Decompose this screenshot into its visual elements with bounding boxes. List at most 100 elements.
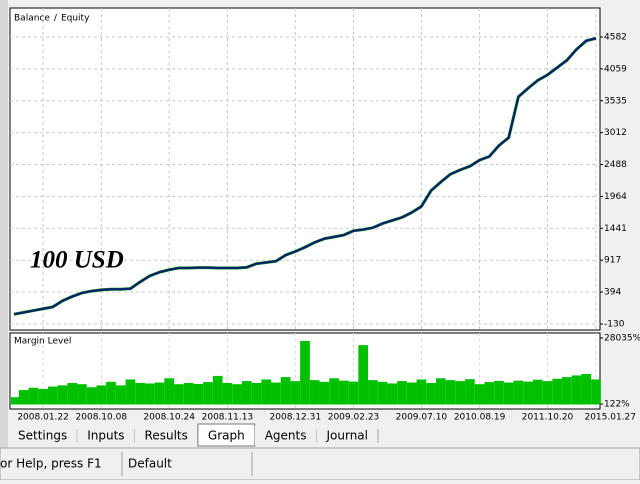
bar xyxy=(435,378,446,404)
y-tick-label: 3012 xyxy=(604,128,627,138)
tab[interactable] xyxy=(316,426,378,445)
bar xyxy=(96,385,107,404)
bar xyxy=(174,384,184,404)
tab[interactable] xyxy=(77,426,135,445)
bar xyxy=(144,383,155,404)
y-tick-label: -130 xyxy=(604,319,625,329)
bar xyxy=(77,384,87,404)
y-tick-label: 917 xyxy=(604,256,621,266)
bar xyxy=(125,379,136,404)
bar xyxy=(212,375,223,404)
bar xyxy=(562,377,572,404)
bar xyxy=(106,381,116,404)
bar xyxy=(164,378,175,404)
bar xyxy=(513,380,524,404)
series-line xyxy=(13,37,597,316)
tab-label[interactable]: Inputs xyxy=(87,429,124,443)
x-tick-label: 2008.11.13 xyxy=(202,413,254,423)
side-strip xyxy=(0,0,8,448)
bar xyxy=(591,379,601,404)
legend-separator: / xyxy=(54,14,58,24)
y-tick-label: 2488 xyxy=(604,160,627,170)
bar xyxy=(18,390,29,404)
x-tick-label: 2011.10.20 xyxy=(522,413,574,423)
y-tick-label: 394 xyxy=(604,288,621,298)
bar xyxy=(47,386,58,404)
tab-label[interactable]: Journal xyxy=(325,429,368,443)
bar xyxy=(368,380,378,404)
bar xyxy=(300,340,310,404)
bar xyxy=(571,375,582,404)
bar xyxy=(193,383,204,404)
tab-label[interactable]: Graph xyxy=(208,429,245,443)
tab-label[interactable]: Agents xyxy=(265,429,307,443)
bar xyxy=(319,381,330,404)
x-tick-label: 2008.12.31 xyxy=(270,413,322,423)
bar xyxy=(115,385,126,404)
bar xyxy=(416,379,427,404)
bar xyxy=(523,381,533,404)
status-text: Default xyxy=(128,457,172,471)
bar xyxy=(67,383,78,404)
bar xyxy=(183,383,194,404)
bar xyxy=(358,345,369,404)
bar xyxy=(11,397,21,404)
x-tick-label: 2008.01.22 xyxy=(17,413,69,423)
y-tick-label: 4059 xyxy=(604,64,627,74)
bar xyxy=(445,380,456,404)
bar xyxy=(38,388,48,404)
bar xyxy=(57,385,68,404)
bar xyxy=(338,380,349,404)
tab[interactable] xyxy=(254,426,317,445)
bar xyxy=(241,381,252,404)
x-tick-label: 2009.07.10 xyxy=(396,413,448,423)
bar xyxy=(290,381,301,404)
balance-panel xyxy=(9,7,601,331)
tab-label[interactable]: Results xyxy=(145,429,188,443)
bar xyxy=(329,378,339,404)
bar xyxy=(222,383,233,404)
bar xyxy=(271,382,281,404)
x-tick-label: 2009.02.23 xyxy=(328,413,380,423)
y-tick-label: 1441 xyxy=(604,224,627,234)
legend-entry: Equity xyxy=(61,14,90,24)
legend-entry: Balance xyxy=(14,14,50,24)
bar xyxy=(261,379,272,404)
y-tick-label: 3535 xyxy=(604,96,627,106)
bar xyxy=(377,381,388,404)
bar xyxy=(552,378,563,404)
y-tick-label: 4582 xyxy=(604,32,627,42)
tab[interactable] xyxy=(8,426,78,445)
bar xyxy=(397,381,407,404)
bar xyxy=(203,382,213,404)
tab[interactable] xyxy=(134,426,198,445)
bar xyxy=(387,383,398,404)
bar xyxy=(465,379,475,404)
status-bar xyxy=(0,447,640,481)
bar xyxy=(28,387,39,404)
bar xyxy=(474,384,485,404)
bar xyxy=(542,381,553,404)
panel-title: Margin Level xyxy=(14,337,71,347)
bar xyxy=(135,383,145,404)
bar xyxy=(406,382,417,404)
bar xyxy=(532,379,543,404)
x-tick-label: 2010.08.19 xyxy=(454,413,506,423)
status-text: or Help, press F1 xyxy=(0,457,102,471)
bar xyxy=(581,374,592,404)
bar xyxy=(494,380,504,404)
annotation: 100 USD xyxy=(30,247,124,274)
bar xyxy=(86,387,97,404)
bar xyxy=(154,382,165,404)
y-tick-label: 1964 xyxy=(604,192,627,202)
x-tick-label: 2015.01.27 xyxy=(584,413,636,423)
x-tick-label: 2008.10.24 xyxy=(143,413,195,423)
bar xyxy=(426,383,436,404)
bar xyxy=(309,380,320,404)
bar xyxy=(484,382,495,404)
tab-label[interactable]: Settings xyxy=(18,429,67,443)
bar xyxy=(280,377,291,404)
bar xyxy=(503,382,514,404)
bar xyxy=(348,381,359,404)
